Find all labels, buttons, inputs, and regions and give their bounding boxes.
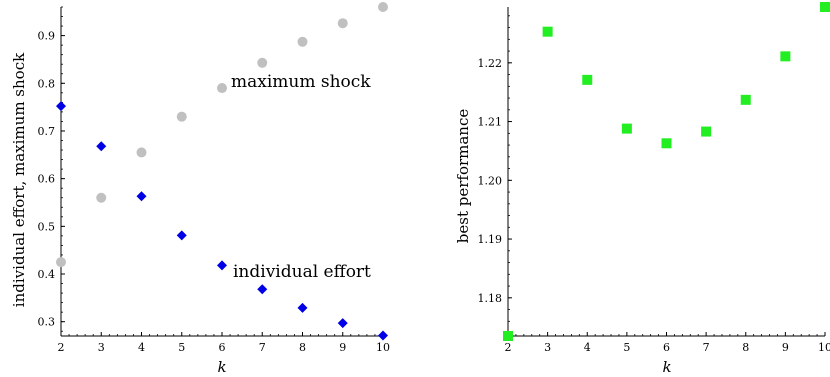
left-chart-x-tick-label: 10 bbox=[376, 341, 390, 354]
left-chart-y-tick-label: 0.9 bbox=[38, 30, 56, 43]
left-chart-point-maximum-shock bbox=[217, 83, 227, 94]
right-chart-y-tick-label: 1.22 bbox=[478, 57, 503, 70]
right-chart-x-tick-label: 9 bbox=[782, 341, 789, 354]
right-chart-x-tick-label: 3 bbox=[544, 341, 551, 354]
right-chart-point-series bbox=[503, 331, 513, 341]
right-chart-point-series bbox=[542, 26, 553, 37]
right-chart-x-tick-label: 5 bbox=[623, 341, 630, 354]
right-chart-x-tick-label: 4 bbox=[584, 341, 591, 354]
left-chart-x-axis-label: k bbox=[217, 358, 226, 376]
left-chart-x-tick-label: 8 bbox=[299, 341, 306, 354]
left-chart-point-maximum-shock bbox=[337, 18, 348, 29]
right-chart-x-tick-label: 10 bbox=[818, 341, 830, 354]
right-chart-point-series bbox=[621, 123, 632, 134]
right-chart-point-series bbox=[740, 94, 751, 105]
left-chart-point-individual-effort bbox=[56, 101, 66, 112]
right-chart-x-tick-label: 6 bbox=[663, 341, 670, 354]
left-chart-x-tick-label: 2 bbox=[58, 341, 65, 354]
left-chart-point-individual-effort bbox=[136, 191, 147, 202]
left-chart-point-maximum-shock bbox=[297, 36, 308, 47]
right-chart-y-tick-label: 1.19 bbox=[478, 233, 503, 246]
left-chart-point-maximum-shock bbox=[176, 111, 187, 122]
right-chart-y-axis-label: best performance bbox=[454, 109, 472, 244]
left-chart-y-tick-label: 0.6 bbox=[38, 173, 56, 186]
right-chart: 2 3 4 5 6 7 8 9 10 1.18 1.19 1.20 1.21 1.22 k best pe… bbox=[454, 2, 830, 376]
right-chart-x-tick-label: 8 bbox=[742, 341, 749, 354]
left-chart-point-individual-effort bbox=[257, 284, 268, 295]
left-chart-y-tick-label: 0.7 bbox=[38, 125, 56, 138]
left-chart-x-tick-label: 7 bbox=[259, 341, 266, 354]
left-chart-point-individual-effort bbox=[297, 302, 308, 313]
left-chart-x-tick-label: 4 bbox=[138, 341, 145, 354]
right-chart-x-axis-label: k bbox=[662, 358, 671, 376]
left-chart-point-individual-effort bbox=[96, 141, 107, 152]
left-chart-y-tick-label: 0.4 bbox=[38, 268, 56, 281]
right-chart-y-tick-label: 1.18 bbox=[478, 292, 503, 305]
left-chart-point-maximum-shock bbox=[257, 57, 268, 68]
left-chart-y-tick-label: 0.3 bbox=[38, 316, 56, 329]
left-chart-x-tick-label: 3 bbox=[98, 341, 105, 354]
left-chart-points bbox=[56, 2, 388, 341]
right-chart-point-series bbox=[701, 126, 712, 137]
left-chart-point-maximum-shock bbox=[96, 192, 107, 203]
left-chart-point-maximum-shock bbox=[136, 147, 147, 158]
right-chart-point-series bbox=[820, 2, 830, 12]
left-chart-point-individual-effort bbox=[337, 318, 348, 329]
right-chart-x-tick-label: 7 bbox=[703, 341, 710, 354]
left-chart-point-maximum-shock bbox=[56, 257, 66, 268]
right-chart-y-tick-label: 1.20 bbox=[478, 174, 503, 187]
left-chart-x-tick-label: 9 bbox=[339, 341, 346, 354]
left-chart-x-tick-label: 5 bbox=[178, 341, 185, 354]
right-chart-point-series bbox=[780, 51, 791, 62]
left-chart-point-individual-effort bbox=[176, 230, 187, 241]
legend-label-individual-effort: individual effort bbox=[233, 262, 371, 282]
left-chart-y-axis-label: individual effort, maximum shock bbox=[10, 52, 28, 307]
left-chart-point-individual-effort bbox=[217, 260, 227, 271]
left-chart-x-tick-label: 6 bbox=[219, 341, 226, 354]
legend-label-maximum-shock: maximum shock bbox=[231, 72, 371, 92]
left-chart-axes: 2 3 4 5 6 7 8 9 10 0.3 0.4 0.5 0.6 0.7 0.8 0.9 bbox=[38, 6, 390, 354]
right-chart-points bbox=[503, 2, 830, 341]
left-chart-y-tick-label: 0.5 bbox=[38, 220, 56, 233]
right-chart-x-tick-label: 2 bbox=[505, 341, 512, 354]
right-chart-point-series bbox=[582, 74, 593, 85]
right-chart-y-tick-label: 1.21 bbox=[478, 116, 503, 129]
left-chart-point-maximum-shock bbox=[378, 2, 388, 12]
left-chart: 2 3 4 5 6 7 8 9 10 0.3 0.4 0.5 0.6 0.7 0.8 0.9 k indivi… bbox=[10, 2, 390, 376]
right-chart-point-series bbox=[661, 138, 672, 149]
left-chart-point-individual-effort bbox=[378, 330, 388, 341]
left-chart-y-tick-label: 0.8 bbox=[38, 77, 56, 90]
right-chart-axes: 2 3 4 5 6 7 8 9 10 1.18 1.19 1.20 1.21 1.22 bbox=[478, 7, 830, 354]
